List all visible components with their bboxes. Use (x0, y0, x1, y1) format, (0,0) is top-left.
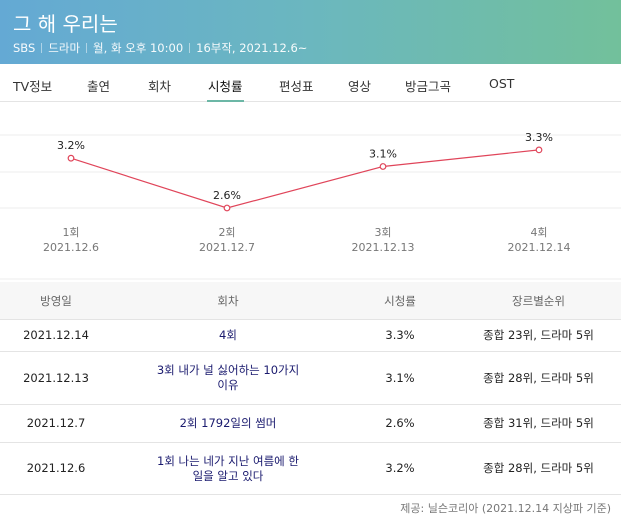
tab-video[interactable]: 영상 (348, 79, 372, 94)
tab-tv-info[interactable]: TV정보 (13, 79, 53, 94)
x-tick-episode: 1회 (62, 226, 79, 239)
tab-bar: TV정보 출연 회차 시청률 편성표 영상 방금그곡 OST (0, 64, 621, 102)
tab-ratings[interactable]: 시청률 (207, 76, 244, 102)
table-row: 2021.12.7 2회 1792일의 썸머 2.6% 종합 31위, 드라마 5위 (0, 404, 621, 443)
episode-link[interactable]: 4회 (112, 319, 344, 352)
date-cell: 2021.12.7 (0, 404, 112, 443)
tab-episodes[interactable]: 회차 (148, 79, 172, 94)
rank-cell: 종합 28위, 드라마 5위 (456, 442, 621, 495)
rank-cell: 종합 28위, 드라마 5위 (456, 351, 621, 405)
episode-link[interactable]: 2회 1792일의 썸머 (112, 404, 344, 443)
data-point (67, 154, 75, 162)
series-line (70, 149, 540, 209)
data-point (379, 163, 387, 170)
data-point (223, 204, 231, 212)
divider (189, 43, 191, 53)
meta-genre: 드라마 (48, 41, 81, 55)
tab-schedule[interactable]: 편성표 (279, 79, 314, 94)
divider (86, 43, 88, 53)
date-cell: 2021.12.6 (0, 442, 112, 495)
col-header-rank: 장르별순위 (456, 282, 621, 320)
data-label: 3.2% (57, 139, 85, 152)
rating-cell: 3.1% (344, 351, 456, 405)
tab-cast[interactable]: 출연 (87, 79, 111, 94)
x-tick-date: 2021.12.14 (508, 241, 571, 254)
ratings-table: 방영일 회차 시청률 장르별순위 2021.12.14 4회 3.3% 종합 23위,… (0, 282, 621, 495)
col-header-date: 방영일 (0, 282, 112, 320)
col-header-episode: 회차 (112, 282, 344, 320)
col-header-rating: 시청률 (344, 282, 456, 320)
date-cell: 2021.12.14 (0, 319, 112, 352)
meta-schedule: 월, 화 오후 10:00 (93, 41, 184, 55)
rank-cell: 종합 31위, 드라마 5위 (456, 404, 621, 443)
data-point (535, 146, 543, 154)
table-row: 2021.12.13 3회 내가 널 싫어하는 10가지 이유 3.1% 종합 28위… (0, 351, 621, 405)
rank-cell: 종합 23위, 드라마 5위 (456, 319, 621, 352)
tab-ost[interactable]: OST (489, 76, 515, 91)
date-cell: 2021.12.13 (0, 351, 112, 405)
rating-cell: 3.3% (344, 319, 456, 352)
episode-link[interactable]: 1회 나는 네가 지난 여름에 한 일을 알고 있다 (112, 442, 344, 495)
program-title[interactable]: 그 해 우리는 (13, 12, 118, 36)
rating-cell: 3.2% (344, 442, 456, 495)
x-tick-date: 2021.12.7 (199, 241, 255, 254)
x-tick-episode: 3회 (374, 226, 391, 239)
table-row: 2021.12.14 4회 3.3% 종합 23위, 드라마 5위 (0, 319, 621, 352)
program-meta: SBS 드라마 월, 화 오후 10:00 16부작, 2021.12.6~ (13, 40, 621, 56)
ratings-chart: 3.2% 1회 2021.12.6 2.6% 2회 2021.12.7 3.1% 3회 2021… (0, 131, 621, 280)
meta-episodes: 16부작, 2021.12.6~ (196, 41, 308, 55)
program-header: 그 해 우리는 SBS 드라마 월, 화 오후 10:00 16부작, 2021.12… (0, 0, 621, 64)
divider (41, 43, 43, 53)
tab-song[interactable]: 방금그곡 (405, 79, 452, 94)
episode-link[interactable]: 3회 내가 널 싫어하는 10가지 이유 (112, 351, 344, 405)
data-source-note: 제공: 닐슨코리아 (2021.12.14 지상파 기준) (400, 502, 611, 515)
table-row: 2021.12.6 1회 나는 네가 지난 여름에 한 일을 알고 있다 3.2% 종… (0, 442, 621, 495)
x-tick-date: 2021.12.6 (43, 241, 99, 254)
x-tick-episode: 2회 (218, 226, 235, 239)
data-label: 3.3% (525, 131, 553, 144)
data-label: 2.6% (213, 189, 241, 202)
data-label: 3.1% (369, 148, 397, 161)
x-tick-episode: 4회 (530, 226, 547, 239)
rating-cell: 2.6% (344, 404, 456, 443)
x-tick-date: 2021.12.13 (352, 241, 415, 254)
meta-channel: SBS (13, 41, 36, 55)
